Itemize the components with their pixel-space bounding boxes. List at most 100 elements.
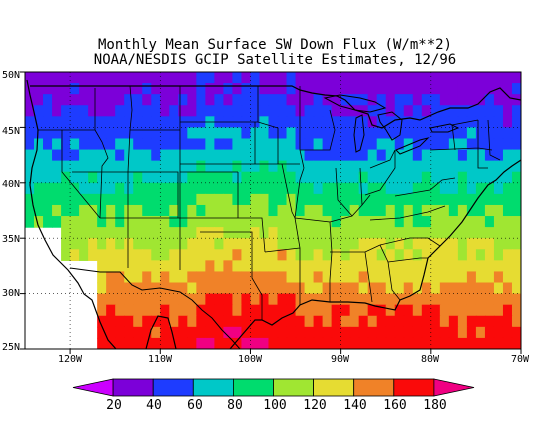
flux-cell bbox=[241, 249, 252, 261]
flux-cell bbox=[475, 293, 486, 306]
flux-cell bbox=[403, 182, 414, 195]
flux-cell bbox=[277, 149, 288, 162]
flux-cell bbox=[484, 204, 495, 217]
flux-cell bbox=[403, 94, 414, 106]
flux-cell bbox=[70, 94, 80, 106]
flux-cell bbox=[403, 293, 414, 306]
flux-cell bbox=[466, 315, 477, 328]
flux-cell bbox=[349, 171, 360, 184]
flux-cell bbox=[196, 271, 206, 284]
flux-cell bbox=[268, 72, 279, 84]
flux-cell bbox=[124, 326, 134, 339]
flux-cell bbox=[223, 105, 234, 117]
flux-cell bbox=[133, 83, 143, 95]
flux-cell bbox=[250, 160, 261, 173]
flux-cell bbox=[367, 160, 378, 173]
flux-cell bbox=[376, 216, 387, 228]
flux-cell bbox=[250, 193, 261, 206]
flux-cell bbox=[79, 116, 89, 128]
flux-cell bbox=[52, 204, 62, 217]
flux-cell bbox=[259, 216, 270, 228]
flux-cell bbox=[367, 72, 378, 84]
flux-cell bbox=[124, 227, 134, 239]
flux-cell bbox=[151, 238, 161, 250]
flux-cell bbox=[151, 193, 161, 206]
flux-cell bbox=[124, 83, 134, 95]
flux-cell bbox=[421, 326, 432, 339]
flux-cell bbox=[439, 94, 450, 106]
flux-cell bbox=[268, 193, 279, 206]
lon-label-90w: 90W bbox=[330, 354, 350, 365]
flux-cell bbox=[313, 249, 324, 261]
flux-cell bbox=[493, 127, 504, 140]
flux-cell bbox=[232, 337, 243, 349]
flux-cell bbox=[331, 271, 342, 284]
flux-cell bbox=[259, 282, 270, 295]
flux-cell bbox=[133, 238, 143, 250]
flux-cell bbox=[88, 72, 98, 84]
flux-cell bbox=[457, 138, 468, 151]
flux-cell bbox=[268, 182, 279, 195]
flux-cell bbox=[70, 238, 80, 250]
flux-cell bbox=[349, 138, 360, 151]
flux-cell bbox=[358, 315, 369, 328]
flux-cell bbox=[340, 83, 351, 95]
flux-cell bbox=[250, 216, 261, 228]
flux-cell bbox=[187, 304, 197, 317]
flux-cell bbox=[493, 138, 504, 151]
flux-cell bbox=[61, 182, 71, 195]
flux-cell bbox=[142, 160, 152, 173]
flux-cell bbox=[322, 72, 333, 84]
flux-cell bbox=[403, 315, 414, 328]
flux-cell bbox=[277, 293, 288, 306]
flux-cell bbox=[358, 216, 369, 228]
flux-cell bbox=[484, 227, 495, 239]
flux-cell bbox=[313, 94, 324, 106]
flux-cell bbox=[106, 83, 116, 95]
flux-cell bbox=[376, 182, 387, 195]
flux-cell bbox=[151, 337, 161, 349]
colorbar-swatch bbox=[393, 378, 435, 397]
flux-cell bbox=[52, 160, 62, 173]
flux-cell bbox=[88, 193, 98, 206]
flux-cell bbox=[331, 227, 342, 239]
flux-cell bbox=[70, 149, 80, 162]
flux-cell bbox=[43, 171, 53, 184]
flux-cell bbox=[223, 271, 234, 284]
flux-cell bbox=[214, 138, 224, 151]
flux-cell bbox=[421, 149, 432, 162]
flux-cell bbox=[97, 72, 107, 84]
flux-cell bbox=[439, 116, 450, 128]
flux-cell bbox=[34, 160, 44, 173]
flux-cell bbox=[133, 304, 143, 317]
flux-cell bbox=[259, 204, 270, 217]
flux-cell bbox=[142, 326, 152, 339]
flux-cell bbox=[133, 138, 143, 151]
flux-cell bbox=[367, 94, 378, 106]
flux-cell bbox=[502, 116, 513, 128]
flux-cell bbox=[475, 337, 486, 349]
flux-cell bbox=[259, 337, 270, 349]
flux-cell bbox=[25, 138, 35, 151]
flux-cell bbox=[340, 171, 351, 184]
flux-cell bbox=[448, 72, 459, 84]
flux-cell bbox=[133, 116, 143, 128]
flux-cell bbox=[367, 216, 378, 228]
colorbar-swatch bbox=[313, 378, 355, 397]
flux-cell bbox=[430, 282, 441, 295]
flux-cell bbox=[169, 105, 179, 117]
flux-cell bbox=[475, 160, 486, 173]
flux-cell bbox=[331, 293, 342, 306]
flux-cell bbox=[214, 282, 224, 295]
flux-cell bbox=[133, 326, 143, 339]
flux-cell bbox=[178, 138, 188, 151]
flux-cell bbox=[52, 193, 62, 206]
flux-cell bbox=[322, 326, 333, 339]
flux-cell bbox=[160, 171, 170, 184]
flux-cell bbox=[214, 293, 224, 306]
flux-cell bbox=[268, 160, 279, 173]
flux-cell bbox=[178, 326, 188, 339]
flux-cell bbox=[160, 260, 170, 273]
flux-cell bbox=[412, 83, 423, 95]
flux-cell bbox=[439, 149, 450, 162]
